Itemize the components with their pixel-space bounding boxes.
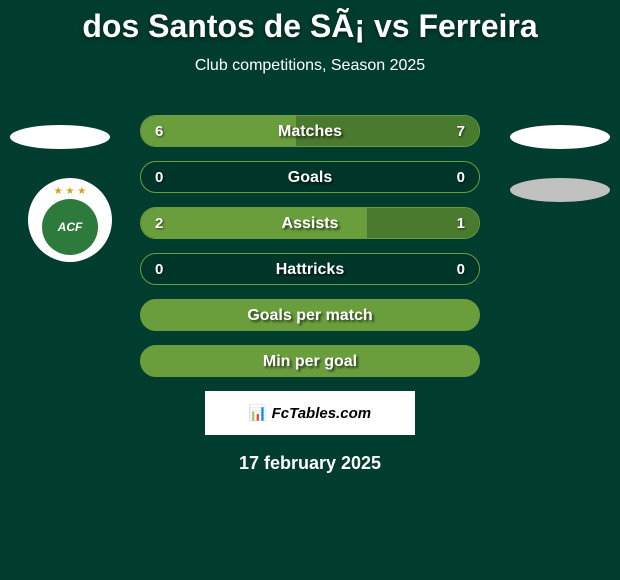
stat-label: Assists xyxy=(141,208,479,238)
stat-label: Hattricks xyxy=(141,254,479,284)
attribution: 📊 FcTables.com xyxy=(205,391,415,435)
stat-label: Min per goal xyxy=(141,346,479,376)
stat-value-right: 7 xyxy=(457,116,465,146)
stat-label: Goals per match xyxy=(141,300,479,330)
subtitle: Club competitions, Season 2025 xyxy=(0,57,620,75)
attribution-text: FcTables.com xyxy=(272,405,371,422)
page-title: dos Santos de SÃ¡ vs Ferreira xyxy=(0,8,620,45)
player-right-club-logo-2 xyxy=(510,178,610,202)
stat-label: Goals xyxy=(141,162,479,192)
stat-value-right: 0 xyxy=(457,162,465,192)
stat-bar: Min per goal xyxy=(140,345,480,377)
player-left-badge: ★ ★ ★ ACF xyxy=(28,178,112,262)
chart-icon: 📊 xyxy=(249,404,268,422)
player-right-club-logo-1 xyxy=(510,125,610,149)
badge-text: ACF xyxy=(42,199,98,255)
date: 17 february 2025 xyxy=(0,453,620,474)
stat-value-right: 1 xyxy=(457,208,465,238)
stat-bar: 0Goals0 xyxy=(140,161,480,193)
player-left-club-logo xyxy=(10,125,110,149)
stat-bar: 6Matches7 xyxy=(140,115,480,147)
stat-bar: 0Hattricks0 xyxy=(140,253,480,285)
stat-label: Matches xyxy=(141,116,479,146)
stats-container: 6Matches70Goals02Assists10Hattricks0Goal… xyxy=(140,115,480,377)
stat-value-right: 0 xyxy=(457,254,465,284)
badge-stars: ★ ★ ★ xyxy=(54,186,86,197)
stat-bar: Goals per match xyxy=(140,299,480,331)
stat-bar: 2Assists1 xyxy=(140,207,480,239)
